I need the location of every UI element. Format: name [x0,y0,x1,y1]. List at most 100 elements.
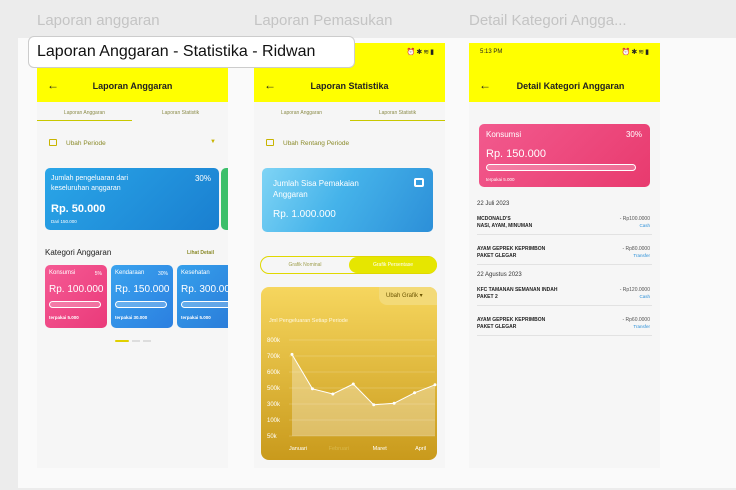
pager-dot [143,340,151,342]
point [413,391,417,395]
screen: ⏰✱≋▮ ← Laporan Statistika Laporan Anggar… [254,43,445,468]
item-name: AYAM GEPREK KEPRIMBON [477,317,546,323]
item-detail: PAKET GLEGAR [477,253,517,259]
wallet-icon [414,178,424,187]
card-name: Konsumsi [486,130,522,139]
chart-toggle: Grafik Nominal Grafik Persentase [260,256,437,274]
category-used: terpakai 30.000 [115,315,148,320]
status-time: 5:13 PM [480,49,503,55]
item-method: Transfer [633,324,650,329]
category-card: Konsumsi 30% Rp. 150.000 terpakai 5.000 [479,124,650,187]
item-method: Cash [639,223,650,228]
point [290,352,294,356]
item-amount: - Rp60.0000 [622,317,650,323]
tab-underline [37,120,132,121]
item-name: KFC TAMANAN SEMANAN INDAH [477,287,558,293]
category-percent: 30% [157,271,168,277]
y-tick-label: 50k [267,434,278,440]
progress-bar [115,301,167,308]
section-title: Kategori Anggaran [45,248,112,257]
item-amount: - Rp100.0000 [619,216,650,222]
chart-panel: Ubah Grafik ▾ Jml Pengeluaran Setiap Per… [261,287,437,460]
screen-title: Laporan Anggaran [92,81,173,91]
category-amount: Rp. 150.000 [115,284,170,295]
back-button[interactable]: ← [479,78,491,92]
card-text: Jumlah pengeluaran dari keseluruhan angg… [51,175,129,192]
card-sub: Dari 150.000 [51,219,77,224]
pager-dot [132,340,140,342]
card-amount: Rp. 1.000.000 [273,209,336,220]
dropdown-arrow: ▼ [210,139,216,145]
point [331,392,335,396]
header [469,43,660,102]
frame-tooltip: Laporan Anggaran - Statistika - Ridwan [28,36,355,68]
category-amount: Rp. 300.000 [181,284,228,295]
y-tick-label: 100k [267,418,281,424]
period-select[interactable]: Ubah Rentang Periode [283,140,350,147]
item-method: Transfer [633,253,650,258]
divider [477,335,652,336]
category-name: Konsumsi [49,270,76,276]
category-name: Kendaraan [115,270,145,276]
frame-label: Laporan Pemasukan [254,12,393,29]
pager-dot [115,340,129,342]
card-text: Jumlah Sisa Pemakaian Anggaran [273,179,359,199]
item-amount: - Rp120.0000 [619,287,650,293]
line [291,354,436,406]
screen: ← Laporan Anggaran Laporan Anggaran Lapo… [37,43,228,468]
status-icons: ⏰✱≋▮ [621,49,650,56]
x-tick-label: Januari [289,446,307,452]
category-percent: 5% [94,271,102,277]
y-tick-label: 600k [267,370,281,376]
divider [477,264,652,265]
back-button[interactable]: ← [47,78,59,92]
area [292,354,435,436]
date-header: 22 Juli 2023 [477,201,510,207]
item-detail: PAKET GLEGAR [477,324,517,330]
point [310,387,314,391]
category-used: terpakai 5.000 [181,315,211,320]
item-name: AYAM GEPREK KEPRIMBON [477,246,546,252]
item-detail: PAKET 2 [477,294,498,300]
item-detail: NASI, AYAM, MINUMAN [477,223,533,229]
x-tick-label: April [415,446,426,452]
chart-dropdown[interactable]: Ubah Grafik ▾ [379,287,437,305]
category-card: Kendaraan 30% Rp. 150.000 terpakai 30.000 [111,265,173,328]
calendar-icon [266,139,274,146]
screen-title: Laporan Statistika [310,81,389,91]
card-percent: 30% [194,174,211,183]
tab[interactable]: Laporan Statistik [378,110,417,116]
point [433,383,437,387]
toggle-option[interactable]: Grafik Nominal [288,262,322,268]
see-detail[interactable]: Lihat Detail [187,250,214,256]
y-tick-label: 800k [267,338,281,344]
period-select[interactable]: Ubah Periode [66,140,106,147]
item-name: MCDONALD'S [477,216,511,222]
frame-label: Detail Kategori Angga... [469,12,627,29]
tab[interactable]: Laporan Statistik [161,110,200,116]
tab[interactable]: Laporan Anggaran [280,110,323,116]
progress-bar [486,164,636,171]
status-icons: ⏰✱≋▮ [406,49,435,56]
progress-bar [181,301,228,308]
progress-bar [49,301,101,308]
card-used: terpakai 5.000 [486,177,515,182]
category-name: Kesehatan [181,270,210,276]
divider [477,234,652,235]
line-chart: Jml Pengeluaran Setiap Periode 800k 700k 6… [267,318,437,452]
screen-title: Detail Kategori Anggaran [516,81,625,91]
dropdown-label: Ubah Grafik [386,293,419,299]
card-amount: Rp. 50.000 [51,203,106,215]
back-button[interactable]: ← [264,78,276,92]
x-tick-label: Maret [373,446,388,452]
tab[interactable]: Laporan Anggaran [63,110,106,116]
y-tick-label: 500k [267,386,281,392]
item-amount: - Rp80.0000 [622,246,650,252]
card-percent: 30% [625,130,642,139]
category-used: terpakai 5.000 [49,315,79,320]
tab-underline [350,120,445,121]
balance-card: Jumlah Sisa Pemakaian Anggaran Rp. 1.000… [262,168,433,232]
summary-card: Jumlah pengeluaran dari keseluruhan angg… [45,168,219,230]
toggle-option[interactable]: Grafik Persentase [349,257,437,273]
